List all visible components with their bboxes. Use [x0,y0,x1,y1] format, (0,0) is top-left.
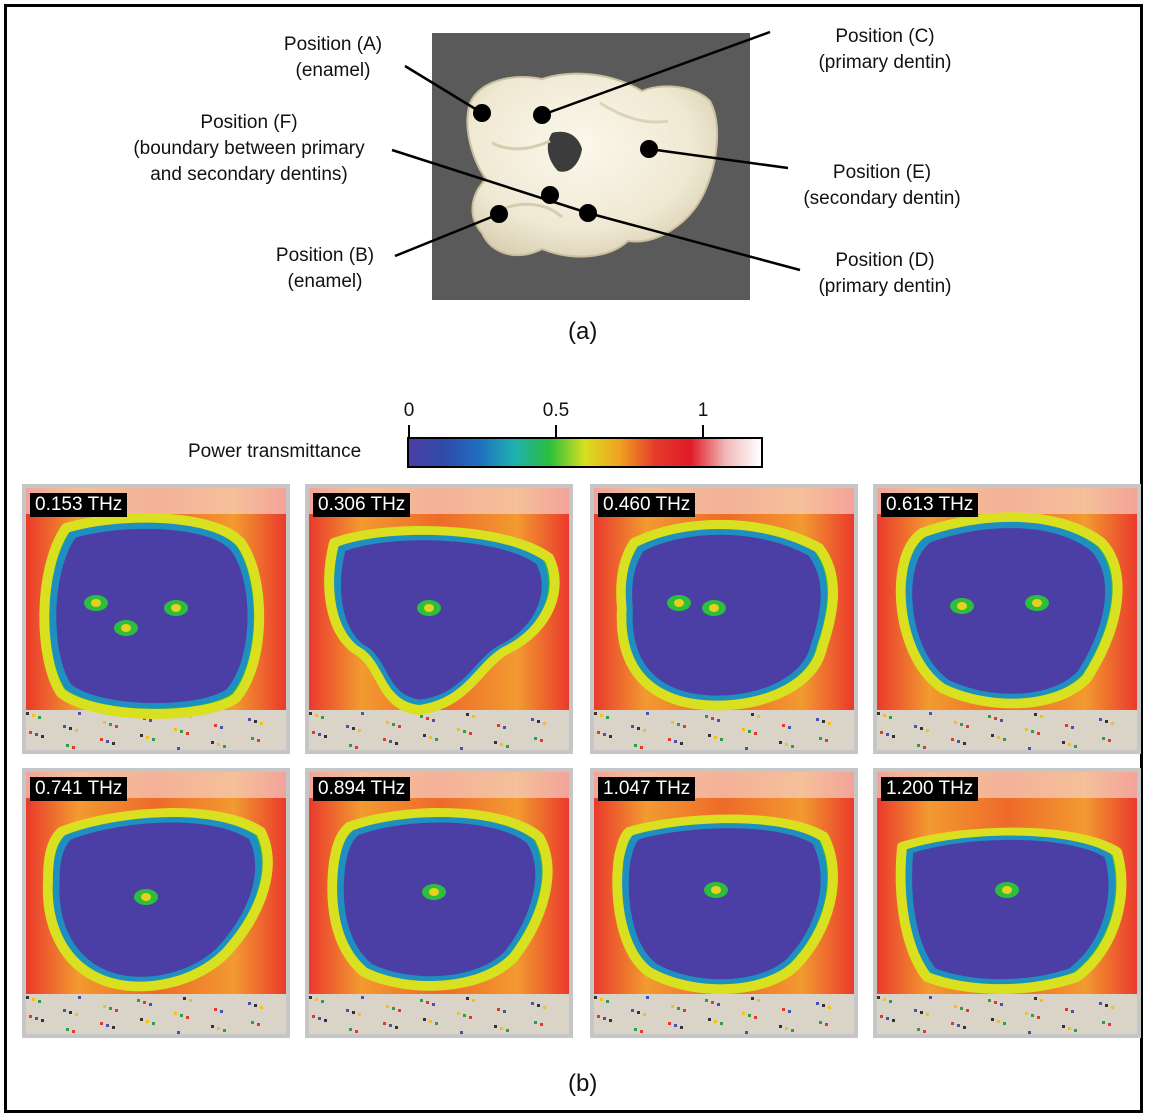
label-position-a: Position (A) (enamel) [283,34,383,81]
transmittance-panel: 1.047 THz [590,768,858,1038]
label-position-d: Position (D) (primary dentin) [818,250,952,297]
caption-a: (a) [568,318,598,345]
transmittance-panel: 1.200 THz [873,768,1141,1038]
transmittance-panel: 0.460 THz [590,484,858,754]
transmittance-panel: 0.613 THz [873,484,1141,754]
frequency-label: 0.306 THz [313,493,411,517]
transmittance-panel: 0.306 THz [305,484,573,754]
transmittance-panel: 0.153 THz [22,484,290,754]
caption-b: (b) [568,1070,598,1097]
transmittance-image [877,772,1137,1034]
transmittance-image [309,772,569,1034]
transmittance-image [309,488,569,750]
transmittance-image [594,772,854,1034]
tooth-photo [432,33,750,300]
figure-frame [4,4,1143,1113]
transmittance-panel: 0.894 THz [305,768,573,1038]
frequency-label: 0.894 THz [313,777,411,801]
label-position-b: Position (B) (enamel) [275,245,375,292]
transmittance-panel: 0.741 THz [22,768,290,1038]
frequency-label: 0.460 THz [598,493,696,517]
label-position-f: Position (F) (boundary between primary and… [133,112,365,185]
transmittance-image [26,488,286,750]
frequency-label: 0.613 THz [881,493,979,517]
transmittance-image [877,488,1137,750]
frequency-label: 1.200 THz [881,777,979,801]
colorbar [407,437,763,468]
transmittance-image [594,488,854,750]
frequency-label: 0.153 THz [30,493,128,517]
label-position-e: Position (E) (secondary dentin) [803,162,961,209]
label-position-c: Position (C) (primary dentin) [818,26,952,73]
colorbar-tick-1: 1 [697,400,709,421]
colorbar-tick-0.5: 0.5 [542,400,570,421]
frequency-label: 1.047 THz [598,777,696,801]
colorbar-tick-0: 0 [403,400,415,421]
frequency-label: 0.741 THz [30,777,128,801]
colorbar-label: Power transmittance [188,441,362,462]
transmittance-image [26,772,286,1034]
